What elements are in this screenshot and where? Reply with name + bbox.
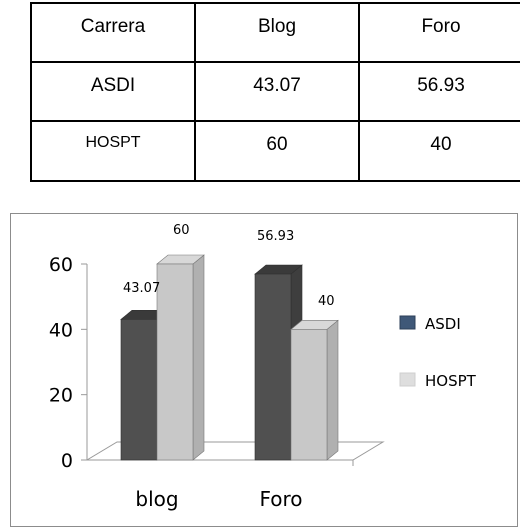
legend-label-hospt: HOSPT xyxy=(425,372,477,390)
legend-swatch-asdi xyxy=(399,315,416,330)
table-cell: 40 xyxy=(358,120,520,182)
bar-hospt-foro xyxy=(290,329,328,461)
y-tick-label: 60 xyxy=(49,254,73,276)
data-label: 56.93 xyxy=(257,229,294,244)
table-header-cell: Foro xyxy=(358,2,520,63)
table-cell: 60 xyxy=(194,120,360,182)
table-cell: ASDI xyxy=(30,61,196,122)
table-header-row: Carrera Blog Foro xyxy=(30,2,520,63)
table-cell: 56.93 xyxy=(358,61,520,122)
table-cell: HOSPT xyxy=(30,120,196,182)
data-table: Carrera Blog Foro ASDI 43.07 56.93 HOSPT… xyxy=(30,2,520,182)
y-tick-label: 20 xyxy=(49,385,73,407)
data-label: 43.07 xyxy=(123,281,160,296)
x-tick-label: blog xyxy=(135,487,178,511)
data-label: 60 xyxy=(173,223,190,238)
legend-swatch-hospt xyxy=(399,372,416,387)
bar-asdi-foro xyxy=(254,273,292,461)
x-tick-label: Foro xyxy=(259,487,302,511)
table-cell: 43.07 xyxy=(194,61,360,122)
bar-asdi-blog xyxy=(120,319,158,461)
table-row: ASDI 43.07 56.93 xyxy=(30,61,520,122)
chart-area: 0 20 40 60 43.07 56.93 60 40 blog Foro ASDI HOSPT xyxy=(10,213,518,527)
y-tick-label: 0 xyxy=(61,450,73,472)
y-tick-label: 40 xyxy=(49,319,73,341)
bar-chart: 0 20 40 60 43.07 56.93 60 40 blog Foro ASDI HOSPT xyxy=(49,223,477,511)
legend-label-asdi: ASDI xyxy=(425,315,461,333)
table-header-cell: Blog xyxy=(194,2,360,63)
table-row: HOSPT 60 40 xyxy=(30,120,520,182)
bar-hospt-blog xyxy=(156,263,194,461)
bar-side xyxy=(326,319,339,461)
table-header-cell: Carrera xyxy=(30,2,196,63)
data-label: 40 xyxy=(318,294,335,309)
bar-side xyxy=(192,254,205,461)
